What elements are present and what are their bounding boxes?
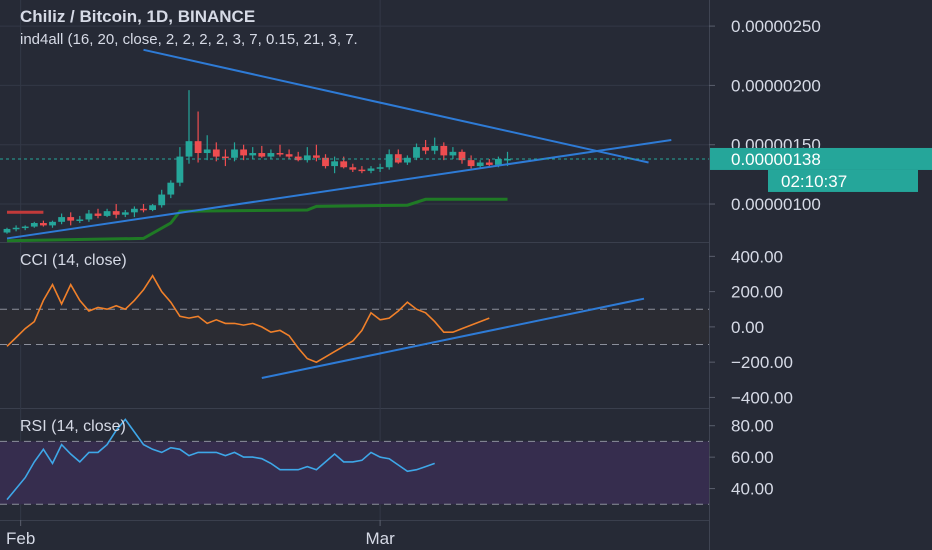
time-tick-label: Mar xyxy=(365,529,395,548)
candle-body xyxy=(121,212,129,215)
candle-body xyxy=(21,226,29,229)
candle-body xyxy=(303,155,311,161)
candle-body xyxy=(12,227,20,230)
candle-body xyxy=(358,169,366,172)
candle-body xyxy=(3,228,11,233)
price-tick-label: 0.00000100 xyxy=(731,195,821,214)
candle-body xyxy=(212,149,220,157)
candle-body xyxy=(222,156,229,159)
current-price-label: 0.00000138 xyxy=(731,150,821,169)
candle-body xyxy=(476,162,484,167)
candle-body xyxy=(349,167,357,170)
candle-body xyxy=(404,157,411,163)
candle-body xyxy=(458,151,466,161)
candle-body xyxy=(322,157,329,167)
grid xyxy=(0,0,710,550)
candle-body xyxy=(258,153,266,157)
rsi-tick-label: 80.00 xyxy=(731,417,774,436)
rsi-tick-label: 60.00 xyxy=(731,448,774,467)
candle-body xyxy=(422,147,429,151)
candle-body xyxy=(103,211,111,216)
candle-body xyxy=(231,149,238,158)
candle-body xyxy=(449,151,457,156)
cci-tick-label: 400.00 xyxy=(731,247,783,266)
candle-body xyxy=(40,223,47,226)
candle-body xyxy=(194,141,202,154)
candle-body xyxy=(185,141,193,157)
rsi-tick-label: 40.00 xyxy=(731,480,774,499)
time-tick-label: Feb xyxy=(6,529,35,548)
candle-body xyxy=(67,217,75,221)
candle-body xyxy=(294,156,302,161)
candle-body xyxy=(495,158,502,165)
price-trendline[interactable] xyxy=(6,138,672,240)
candle-body xyxy=(203,149,211,154)
candle-body xyxy=(313,155,320,158)
candle-body xyxy=(85,213,93,220)
candle-body xyxy=(249,153,257,156)
candle-body xyxy=(385,154,393,168)
candle-body xyxy=(131,208,138,213)
candle-body xyxy=(504,158,511,161)
price-pane[interactable] xyxy=(0,48,709,243)
indicator-label: ind4all (16, 20, close, 2, 2, 2, 2, 3, 7… xyxy=(20,31,358,48)
rsi-band xyxy=(0,441,709,505)
cci-trendline[interactable] xyxy=(261,297,645,380)
candle-body xyxy=(394,154,402,163)
candle-body xyxy=(158,194,166,206)
candle-body xyxy=(49,221,56,226)
candle-body xyxy=(112,211,120,215)
candle-body xyxy=(149,205,156,210)
current-price-badge xyxy=(710,147,932,170)
cci-tick-label: 200.00 xyxy=(731,283,783,302)
candle-body xyxy=(267,153,275,157)
rsi-pane[interactable] xyxy=(0,418,709,505)
candle-body xyxy=(76,219,84,221)
cci-title: CCI (14, close) xyxy=(20,252,127,269)
rsi-line xyxy=(6,418,435,501)
price-axis[interactable]: 0.000002500.000002000.000001500.00000100… xyxy=(709,17,932,499)
candle-body xyxy=(240,149,247,156)
rsi-title: RSI (14, close) xyxy=(20,418,126,435)
time-axis[interactable]: Feb Mar xyxy=(6,520,395,548)
countdown-badge xyxy=(768,169,918,192)
candle-body xyxy=(413,147,420,158)
price-tick-label: 0.00000200 xyxy=(731,76,821,95)
candle-body xyxy=(331,161,338,167)
cci-tick-label: 0.00 xyxy=(731,318,764,337)
candle-body xyxy=(376,167,384,169)
candle-body xyxy=(94,213,102,216)
countdown-label: 02:10:37 xyxy=(781,172,847,191)
cci-pane[interactable] xyxy=(0,274,709,380)
candle-body xyxy=(167,182,175,195)
candle-body xyxy=(467,160,475,167)
candle-body xyxy=(58,217,65,222)
candle-body xyxy=(367,168,375,171)
candle-body xyxy=(140,208,147,211)
cci-tick-label: −200.00 xyxy=(731,353,793,372)
candle-body xyxy=(30,223,38,227)
candle-body xyxy=(276,153,284,155)
candle-body xyxy=(340,161,348,168)
price-tick-label: 0.00000250 xyxy=(731,17,821,36)
candle-body xyxy=(440,145,448,156)
cci-line xyxy=(6,274,490,364)
candle-body xyxy=(285,154,293,157)
chart-title: Chiliz / Bitcoin, 1D, BINANCE xyxy=(20,7,255,26)
candle-body xyxy=(485,162,493,165)
price-trendline[interactable] xyxy=(143,48,649,164)
cci-tick-label: −400.00 xyxy=(731,388,793,407)
candle-body xyxy=(431,145,439,151)
candle-body xyxy=(176,156,184,183)
support-line-green xyxy=(6,197,508,243)
